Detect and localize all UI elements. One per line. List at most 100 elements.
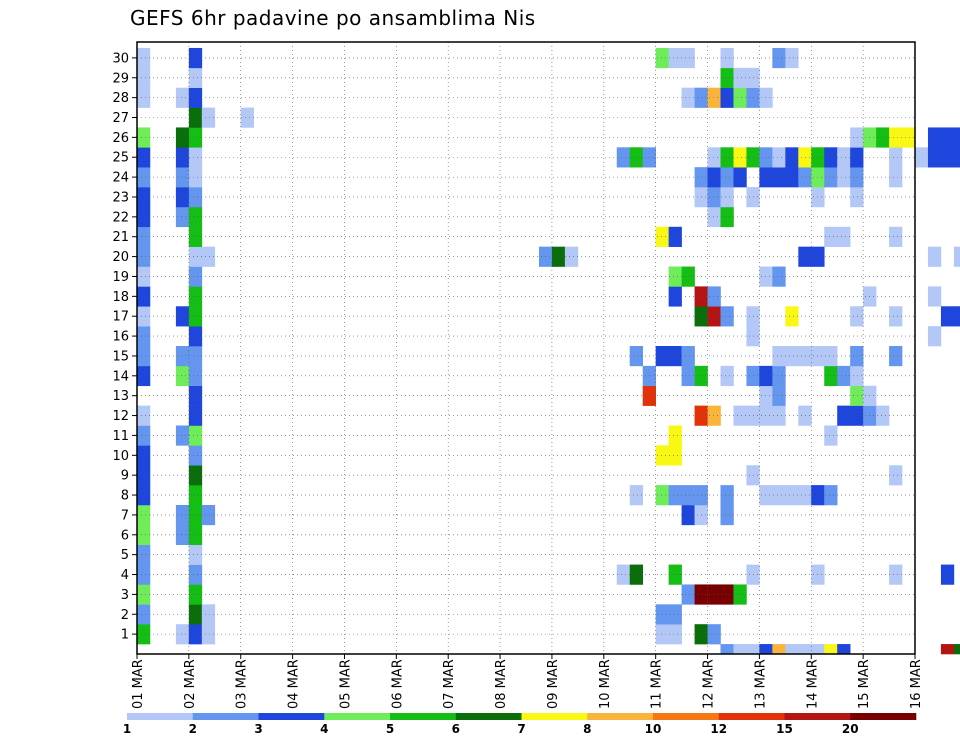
heatmap-cell [798, 644, 812, 655]
heatmap-cell [889, 226, 903, 247]
y-tick-label: 8 [121, 489, 129, 504]
heatmap-cell [889, 564, 903, 585]
heatmap-cell [889, 127, 903, 148]
heatmap-cell [927, 286, 942, 307]
heatmap-cell [188, 127, 203, 148]
y-tick-label: 26 [112, 131, 129, 146]
legend-label: 1 [123, 722, 131, 736]
heatmap-cell [137, 604, 151, 625]
heatmap-cell [940, 564, 955, 585]
heatmap-cell [175, 365, 190, 387]
legend-label: 3 [254, 722, 262, 736]
heatmap-cell [188, 504, 203, 526]
heatmap-cell [629, 147, 643, 168]
heatmap-cell [915, 147, 929, 168]
heatmap-cell [175, 425, 190, 446]
heatmap-cell [668, 425, 682, 446]
heatmap-cell [759, 385, 773, 406]
heatmap-cell [188, 47, 203, 69]
heatmap-cell [720, 584, 734, 605]
y-tick-label: 7 [121, 508, 129, 523]
y-tick-label: 3 [121, 588, 129, 603]
heatmap-cell [629, 485, 643, 506]
legend-label: 5 [386, 722, 394, 736]
heatmap-cell [733, 167, 747, 188]
y-tick-label: 10 [112, 449, 129, 464]
legend-swatch [718, 713, 785, 720]
y-tick-label: 25 [112, 151, 129, 166]
x-tick-label: 04 MAR [287, 659, 302, 709]
heatmap-cell [889, 167, 903, 188]
heatmap-cell [733, 405, 747, 426]
heatmap-cell [188, 206, 203, 228]
heatmap-cell [137, 425, 151, 446]
heatmap-cell [940, 644, 955, 655]
heatmap-cell [785, 485, 799, 506]
plot-frame [136, 41, 916, 655]
heatmap-cell [850, 346, 864, 367]
heatmap-cell [188, 187, 203, 208]
heatmap-cell [655, 47, 669, 69]
heatmap-cell [824, 147, 838, 168]
y-tick-label: 18 [112, 290, 129, 305]
heatmap-cell [681, 504, 695, 526]
y-tick-label: 23 [112, 190, 129, 205]
heatmap-cell [759, 266, 773, 287]
heatmap-cell [876, 127, 890, 148]
x-tick-label: 15 MAR [857, 659, 872, 709]
legend-label: 7 [517, 722, 525, 736]
heatmap-cell [137, 286, 151, 307]
legend-swatch [127, 713, 194, 720]
heatmap-cell [188, 465, 203, 486]
heatmap-cell [902, 127, 916, 148]
heatmap-cell [785, 167, 799, 188]
legend-swatch [784, 713, 851, 720]
legend-swatch [258, 713, 325, 720]
heatmap-cell [824, 167, 838, 188]
heatmap-cell [668, 564, 682, 585]
heatmap-cell [188, 286, 203, 307]
heatmap-cell [188, 346, 203, 367]
heatmap-cell [707, 167, 721, 188]
y-tick-label: 21 [112, 230, 129, 245]
heatmap-cell [175, 504, 190, 526]
y-axis: 1234567891011121314151617181920212223242… [112, 51, 137, 643]
heatmap-cell [720, 67, 734, 88]
heatmap-cell [837, 226, 851, 247]
heatmap-cell [137, 405, 151, 426]
heatmap-cell [927, 326, 942, 347]
heatmap-cell [188, 584, 203, 605]
heatmap-cell [785, 47, 799, 69]
x-tick-label: 01 MAR [131, 659, 146, 709]
x-tick-label: 06 MAR [390, 659, 405, 709]
x-tick-label: 09 MAR [546, 659, 561, 709]
heatmap-cell [188, 544, 203, 565]
heatmap-cell [188, 385, 203, 406]
y-tick-label: 19 [112, 270, 129, 285]
heatmap-cell [668, 346, 682, 367]
heatmap-cell [850, 405, 864, 426]
heatmap-cell [772, 47, 786, 69]
grid-layer [136, 42, 916, 654]
heatmap-cell [188, 326, 203, 347]
heatmap-cell [759, 485, 773, 506]
heatmap-cell [798, 346, 812, 367]
heatmap-cell [772, 385, 786, 406]
heatmap-cell [798, 147, 812, 168]
legend-label: 10 [645, 722, 662, 736]
heatmap-cell [668, 266, 682, 287]
heatmap-cell [798, 485, 812, 506]
y-tick-label: 27 [112, 111, 129, 126]
heatmap-cell [681, 47, 695, 69]
heatmap-cell [137, 266, 151, 287]
heatmap-cell [720, 187, 734, 208]
heatmap-cell [707, 206, 721, 228]
heatmap-cell [733, 584, 747, 605]
heatmap-cell [175, 127, 190, 148]
heatmap-cell [772, 167, 786, 188]
heatmap-cell [137, 564, 151, 585]
heatmap-cell [201, 604, 216, 625]
x-tick-label: 14 MAR [805, 659, 820, 709]
heatmap-cell [953, 644, 960, 655]
